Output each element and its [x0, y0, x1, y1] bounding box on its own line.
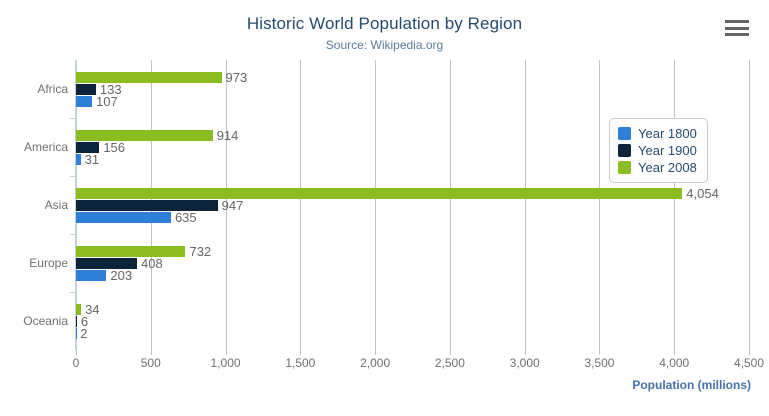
legend-swatch-icon [618, 127, 631, 140]
gridline [674, 60, 676, 350]
x-tick-mark [300, 350, 302, 355]
bar[interactable] [76, 315, 77, 327]
category-label-oceania: Oceania [23, 314, 68, 328]
legend-item-year-1900[interactable]: Year 1900 [618, 142, 697, 159]
x-tick-label: 2,000 [360, 356, 391, 370]
hamburger-bar [725, 20, 749, 23]
category-tick [70, 118, 76, 119]
x-tick-mark [150, 350, 152, 355]
bar[interactable] [76, 95, 92, 107]
x-tick-mark [76, 350, 77, 355]
x-tick-label: 4,500 [733, 356, 765, 370]
bar-data-label: 156 [103, 139, 126, 155]
bar[interactable] [76, 257, 138, 269]
category-label-america: America [23, 140, 68, 154]
legend-label: Year 1800 [638, 126, 697, 141]
hamburger-bar [725, 26, 749, 30]
category-label-asia: Asia [44, 198, 68, 212]
x-tick-label: 500 [140, 356, 161, 370]
bar-data-label: 107 [96, 93, 118, 109]
legend-label: Year 2008 [638, 160, 697, 175]
category-label-europe: Europe [29, 256, 68, 270]
bar[interactable] [76, 211, 171, 223]
bar[interactable] [76, 199, 218, 211]
gridline [300, 60, 302, 350]
x-tick-label: 3,500 [584, 356, 615, 370]
x-tick-mark [599, 350, 601, 355]
gridline [225, 60, 227, 350]
chart-title: Historic World Population by Region [246, 14, 523, 33]
x-tick-mark [749, 350, 750, 355]
legend-item-year-1800[interactable]: Year 1800 [618, 125, 697, 142]
bar[interactable] [76, 303, 82, 315]
bar-data-label: 408 [141, 255, 163, 271]
gridline [375, 60, 377, 350]
bar[interactable] [76, 187, 683, 199]
x-tick-mark [524, 350, 526, 355]
gridline [599, 60, 601, 350]
x-tick-label: 0 [72, 356, 80, 370]
chart-subtitle: Source: Wikipedia.org [325, 38, 444, 52]
legend-item-year-2008[interactable]: Year 2008 [618, 159, 697, 176]
x-tick-mark [225, 350, 227, 355]
bar[interactable] [76, 141, 100, 153]
bar[interactable] [76, 245, 186, 257]
gridline [749, 60, 750, 350]
category-label-africa: Africa [37, 82, 68, 96]
bar-data-label: 732 [189, 243, 212, 259]
gridline [449, 60, 451, 350]
bar-data-label: 6 [80, 313, 89, 329]
bar[interactable] [76, 153, 81, 165]
bar-data-label: 973 [225, 69, 248, 85]
category-tick [70, 234, 76, 235]
hamburger-menu-icon[interactable] [725, 18, 751, 38]
category-tick [70, 176, 76, 177]
bar[interactable] [76, 129, 213, 141]
plot-area: 0 500 1,000 1,500 2,000 2,500 3,000 3,500 4,000 4… [70, 60, 764, 370]
x-tick-label: 2,500 [434, 356, 465, 370]
legend-swatch-icon [618, 161, 631, 174]
x-axis-title: Population (millions) [632, 378, 751, 392]
bar-data-label: 914 [216, 127, 239, 143]
bar[interactable] [76, 83, 96, 95]
bar-data-label: 31 [84, 151, 100, 167]
bar-data-label: 2 [80, 325, 88, 341]
bar[interactable] [76, 327, 77, 339]
bar-data-label: 635 [174, 209, 197, 225]
hamburger-bar [725, 33, 749, 36]
category-tick [70, 292, 76, 293]
x-tick-mark [449, 350, 451, 355]
bar-data-label: 133 [99, 81, 122, 97]
bar-data-label: 4,054 [686, 185, 719, 201]
bar-data-label: 203 [110, 267, 133, 283]
bar-data-label: 947 [221, 197, 244, 213]
x-tick-mark [674, 350, 676, 355]
legend-swatch-icon [618, 144, 631, 157]
x-tick-label: 4,000 [659, 356, 690, 370]
gridline [524, 60, 526, 350]
bar[interactable] [76, 71, 222, 83]
x-tick-label: 1,000 [210, 356, 241, 370]
legend-label: Year 1900 [638, 143, 697, 158]
y-axis-line [75, 60, 76, 350]
bar[interactable] [76, 269, 107, 281]
x-tick-label: 1,500 [285, 356, 316, 370]
x-tick-label: 3,000 [509, 356, 540, 370]
x-tick-mark [375, 350, 377, 355]
chart-legend: Year 1800 Year 1900 Year 2008 [609, 118, 708, 183]
bar-data-label: 34 [85, 301, 100, 317]
